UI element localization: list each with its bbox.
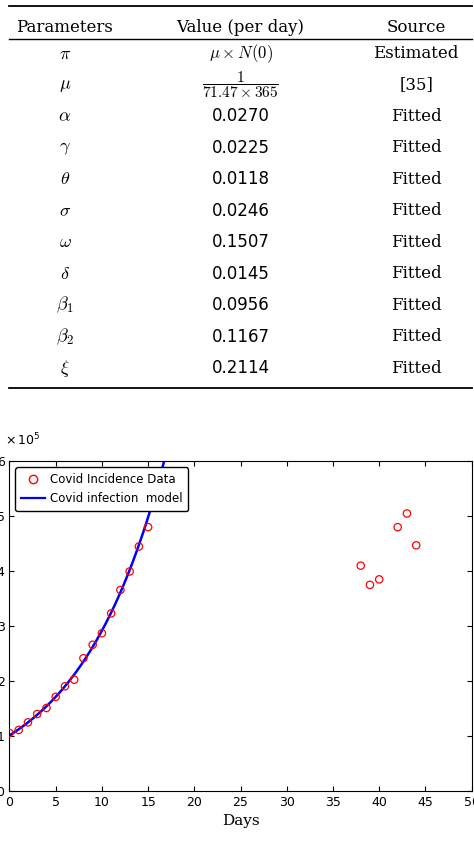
Text: 0.0246: 0.0246 bbox=[211, 202, 270, 220]
Point bbox=[52, 690, 60, 704]
Text: $\beta_1$: $\beta_1$ bbox=[56, 295, 73, 315]
Point bbox=[412, 539, 420, 552]
Text: Fitted: Fitted bbox=[391, 265, 441, 282]
Text: [35]: [35] bbox=[399, 76, 433, 93]
Point bbox=[15, 723, 22, 737]
Point bbox=[218, 104, 226, 118]
Text: Fitted: Fitted bbox=[391, 360, 441, 377]
Point bbox=[98, 627, 106, 640]
Point bbox=[228, 64, 235, 78]
Point bbox=[33, 707, 41, 721]
Point bbox=[181, 380, 189, 393]
Text: $\omega$: $\omega$ bbox=[58, 233, 72, 251]
Text: $\beta_2$: $\beta_2$ bbox=[56, 327, 74, 347]
Text: $\dfrac{1}{71.47\times365}$: $\dfrac{1}{71.47\times365}$ bbox=[202, 69, 279, 100]
Text: 0.0270: 0.0270 bbox=[211, 108, 270, 126]
Text: 0.0956: 0.0956 bbox=[212, 296, 269, 315]
Point bbox=[366, 578, 374, 592]
Text: $\times\,10^5$: $\times\,10^5$ bbox=[5, 432, 40, 448]
Point bbox=[200, 260, 207, 274]
Text: 0.2114: 0.2114 bbox=[211, 359, 270, 377]
Text: 0.0145: 0.0145 bbox=[211, 265, 270, 283]
Text: $\mu \times N(0)$: $\mu \times N(0)$ bbox=[209, 42, 273, 65]
Text: $\gamma$: $\gamma$ bbox=[59, 139, 71, 157]
Text: Estimated: Estimated bbox=[374, 45, 459, 62]
Point bbox=[117, 583, 124, 597]
Legend: Covid Incidence Data, Covid infection  model: Covid Incidence Data, Covid infection mo… bbox=[15, 467, 188, 511]
Text: Fitted: Fitted bbox=[391, 233, 441, 251]
Point bbox=[154, 475, 161, 489]
Text: $\pi$: $\pi$ bbox=[59, 44, 71, 62]
Point bbox=[357, 559, 365, 573]
Point bbox=[375, 573, 383, 587]
Point bbox=[403, 507, 410, 521]
Text: Parameters: Parameters bbox=[17, 20, 113, 37]
Point bbox=[209, 209, 217, 222]
X-axis label: Days: Days bbox=[222, 814, 259, 828]
Point bbox=[144, 521, 152, 534]
Point bbox=[6, 726, 13, 740]
Text: 0.0118: 0.0118 bbox=[211, 170, 270, 188]
Text: Value (per day): Value (per day) bbox=[176, 20, 305, 37]
Point bbox=[61, 680, 69, 693]
Point bbox=[70, 673, 78, 687]
Text: Source: Source bbox=[386, 20, 446, 37]
Point bbox=[80, 652, 87, 665]
Point bbox=[43, 701, 50, 715]
Text: $\theta$: $\theta$ bbox=[60, 170, 70, 188]
Point bbox=[191, 296, 198, 310]
Text: 0.1507: 0.1507 bbox=[211, 233, 270, 251]
Point bbox=[394, 521, 401, 534]
Text: $\xi$: $\xi$ bbox=[60, 357, 70, 379]
Text: Fitted: Fitted bbox=[391, 171, 441, 188]
Point bbox=[107, 606, 115, 620]
Point bbox=[172, 404, 180, 417]
Text: $\sigma$: $\sigma$ bbox=[59, 202, 71, 220]
Point bbox=[89, 638, 97, 652]
Point bbox=[24, 716, 32, 729]
Point bbox=[237, 10, 245, 24]
Text: Fitted: Fitted bbox=[391, 139, 441, 156]
Text: Fitted: Fitted bbox=[391, 297, 441, 314]
Text: $\mu$: $\mu$ bbox=[59, 76, 71, 94]
Text: 0.0225: 0.0225 bbox=[211, 139, 270, 157]
Text: $\delta$: $\delta$ bbox=[60, 265, 70, 283]
Point bbox=[135, 540, 143, 553]
Point bbox=[163, 444, 170, 457]
Text: $\alpha$: $\alpha$ bbox=[58, 108, 72, 126]
Text: 0.1167: 0.1167 bbox=[211, 327, 270, 345]
Text: Fitted: Fitted bbox=[391, 203, 441, 220]
Point bbox=[126, 564, 134, 578]
Text: Fitted: Fitted bbox=[391, 328, 441, 345]
Text: Fitted: Fitted bbox=[391, 108, 441, 125]
